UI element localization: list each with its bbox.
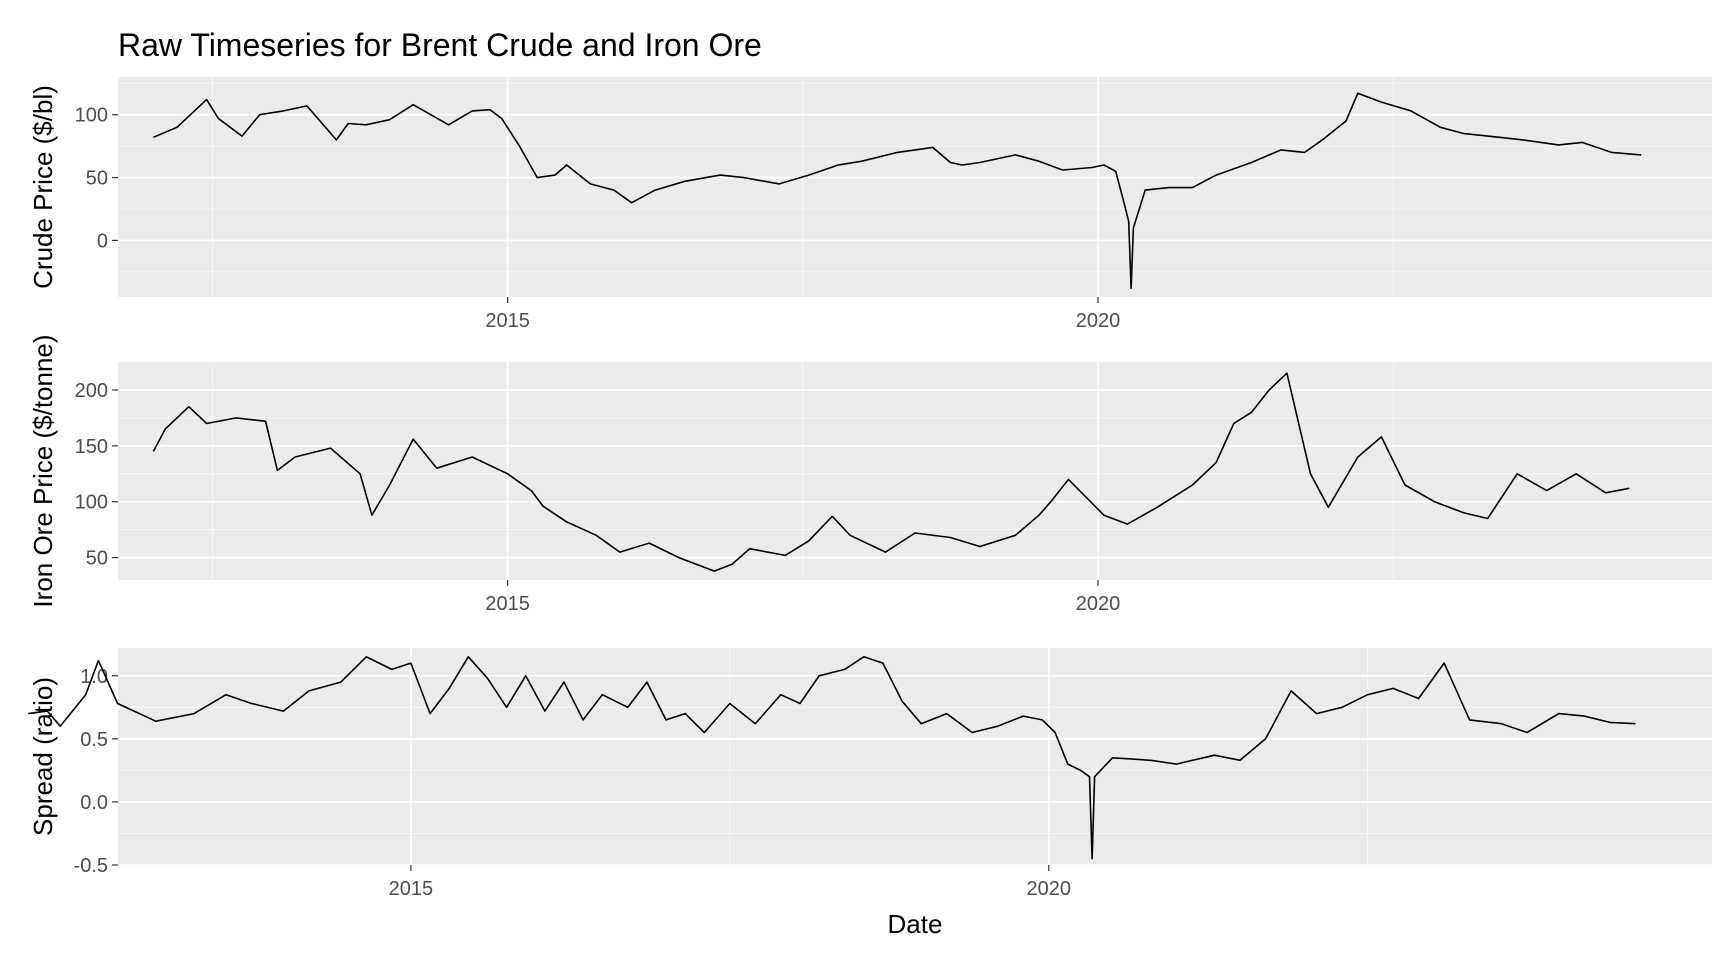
panel-crude: 0 50 100 2015 2020 Crude Price ($/bl) — [28, 77, 1712, 332]
panel-iron: 50 100 150 200 2015 2020 Iron Ore Price ($/ton… — [28, 334, 1712, 615]
y-tick-label: 0.0 — [80, 792, 108, 814]
panel-background — [118, 77, 1712, 297]
y-tick-label: -0.5 — [74, 855, 108, 877]
y-tick-label: 50 — [86, 548, 108, 570]
series-line-crude — [153, 92, 1642, 289]
y-tick-label: 100 — [75, 492, 108, 514]
y-axis-label: Iron Ore Price ($/tonne) — [28, 334, 58, 607]
x-tick-label: 2020 — [1076, 593, 1121, 615]
y-tick-label: 100 — [75, 105, 108, 127]
series-line-iron — [152, 372, 1630, 572]
y-axis-label: Spread (ratio) — [28, 677, 58, 836]
x-tick-label: 2015 — [389, 878, 434, 900]
x-axis-label: Date — [888, 909, 943, 939]
panel-background — [118, 648, 1712, 865]
panel-background — [118, 362, 1712, 580]
panel-spread: -0.5 0.0 0.5 1.0 2015 2020 Spread (ratio) Date — [28, 648, 1712, 939]
y-tick-label: 1.0 — [80, 666, 108, 688]
y-tick-label: 0 — [97, 230, 108, 252]
x-tick-label: 2015 — [485, 593, 530, 615]
panels: 0 50 100 2015 2020 Crude Price ($/bl) 50 100 150… — [28, 77, 1712, 939]
x-tick-label: 2015 — [485, 310, 530, 332]
chart-title: Raw Timeseries for Brent Crude and Iron … — [118, 27, 762, 63]
y-tick-label: 150 — [75, 436, 108, 458]
y-tick-label: 50 — [86, 168, 108, 190]
y-axis-label: Crude Price ($/bl) — [28, 85, 58, 289]
series-line-spread — [28, 656, 1636, 860]
x-tick-label: 2020 — [1076, 310, 1121, 332]
x-tick-label: 2020 — [1026, 878, 1071, 900]
y-tick-label: 0.5 — [80, 729, 108, 751]
y-tick-label: 200 — [75, 380, 108, 402]
